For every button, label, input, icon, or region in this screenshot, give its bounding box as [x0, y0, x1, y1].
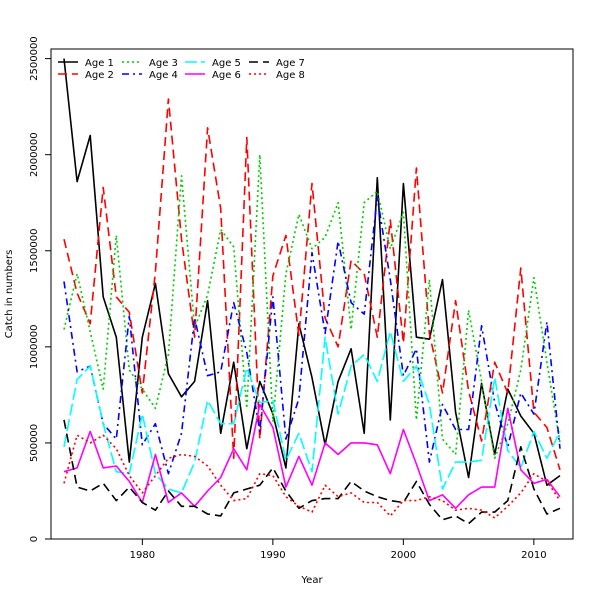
- x-axis: 1980 1990 2000 2010: [130, 539, 547, 561]
- x-tick-label: 1980: [130, 550, 155, 561]
- series-line-age-3: [63, 153, 561, 460]
- series-line-age-1: [63, 58, 561, 487]
- x-tick-label: 2010: [521, 550, 546, 561]
- series-line-age-4: [63, 196, 561, 475]
- y-tick-label: 2500000: [29, 36, 40, 81]
- y-tick-label: 2000000: [29, 132, 40, 177]
- legend-label-age-1: Age 1: [85, 58, 114, 69]
- x-tick-label: 2000: [391, 550, 416, 561]
- plot-frame: [50, 48, 574, 540]
- legend-label-age-7: Age 7: [276, 58, 305, 69]
- y-tick-label: 500000: [29, 424, 40, 462]
- series-line-age-7: [63, 419, 561, 525]
- y-tick-label: 0: [29, 536, 40, 542]
- series-line-age-6: [63, 403, 561, 510]
- series-line-age-8: [63, 434, 561, 519]
- x-axis-title: Year: [300, 575, 323, 586]
- legend-label-age-3: Age 3: [149, 58, 178, 69]
- legend-label-age-2: Age 2: [85, 70, 114, 81]
- y-tick-label: 1500000: [29, 228, 40, 273]
- series-layer: [63, 58, 561, 525]
- y-tick-label: 1000000: [29, 325, 40, 370]
- series-line-age-2: [63, 98, 561, 471]
- y-axis-title: Catch in numbers: [4, 250, 15, 339]
- legend-label-age-4: Age 4: [149, 70, 178, 81]
- series-line-age-5: [63, 330, 561, 494]
- x-tick-label: 1990: [260, 550, 285, 561]
- legend-label-age-6: Age 6: [212, 70, 241, 81]
- legend-label-age-8: Age 8: [276, 70, 305, 81]
- legend-label-age-5: Age 5: [212, 58, 241, 69]
- y-axis: 0 500000 1000000 1500000 2000000 2500000: [29, 36, 51, 542]
